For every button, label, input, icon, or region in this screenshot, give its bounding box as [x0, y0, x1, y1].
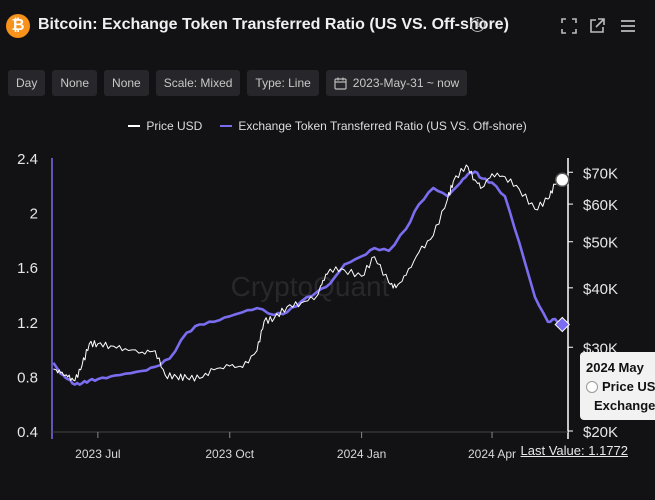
chart-toolbar: Day None None Scale: Mixed Type: Line 20…	[8, 70, 468, 96]
y-left-tick-label: 1.6	[17, 260, 38, 277]
y-left-tick-label: 2.4	[17, 151, 38, 168]
legend-item-ratio[interactable]: Exchange Token Transferred Ratio (US VS.…	[220, 119, 527, 133]
x-tick-label: 2024 Jan	[337, 447, 386, 461]
y-right-tick-label: $20K	[583, 424, 618, 441]
tooltip-ratio-marker-icon	[584, 401, 592, 410]
y-left-tick-label: 0.8	[17, 369, 38, 386]
y-left-tick-label: 0.4	[17, 424, 38, 441]
chart-title: Bitcoin: Exchange Token Transferred Rati…	[38, 16, 509, 33]
tooltip-row-price: Price USD	[586, 377, 655, 396]
tooltip-ratio-label: Exchange Token Transferred Ratio (US VS.…	[594, 398, 655, 413]
tooltip-date: 2024 May	[586, 360, 644, 375]
tooltip-price-marker-icon	[586, 380, 598, 393]
chart-plot[interactable]: CryptoQuant2.421.61.20.80.4$70K$60K$50K$…	[0, 140, 655, 475]
interval-day-button[interactable]: Day	[8, 70, 46, 96]
tooltip-price-label: Price USD	[602, 379, 655, 394]
x-tick-label: 2023 Jul	[75, 447, 120, 461]
expand-icon[interactable]	[560, 17, 578, 35]
ratio-last-point-marker	[554, 316, 571, 333]
overlay-select[interactable]: None	[104, 70, 149, 96]
x-tick-label: 2024 Apr	[468, 447, 516, 461]
y-left-tick-label: 2	[30, 206, 38, 223]
y-left-tick-label: 1.2	[17, 315, 38, 332]
y-right-tick-label: $40K	[583, 281, 618, 298]
price-series-line	[53, 164, 563, 382]
price-last-point-marker	[555, 172, 570, 188]
menu-icon[interactable]	[619, 17, 637, 35]
moving-average-select[interactable]: None	[52, 70, 98, 96]
ratio-series-line	[52, 170, 564, 386]
last-value-label[interactable]: Last Value: 1.1772	[520, 443, 628, 458]
date-range-label: 2023-May-31 ~ now	[352, 76, 460, 90]
x-tick-label: 2023 Oct	[205, 447, 254, 461]
scale-select[interactable]: Scale: Mixed	[155, 70, 241, 96]
chart-legend: Price USD Exchange Token Transferred Rat…	[0, 119, 655, 133]
legend-swatch-ratio	[220, 125, 233, 127]
info-icon[interactable]: i	[470, 17, 485, 32]
tooltip-row-ratio: Exchange Token Transferred Ratio (US VS.…	[584, 396, 655, 415]
bitcoin-logo-icon: ₿	[6, 14, 30, 38]
date-range-picker[interactable]: 2023-May-31 ~ now	[325, 70, 468, 96]
legend-item-price[interactable]: Price USD	[128, 119, 202, 133]
legend-label-ratio: Exchange Token Transferred Ratio (US VS.…	[238, 119, 527, 133]
legend-label-price: Price USD	[146, 119, 203, 133]
y-right-tick-label: $60K	[583, 197, 618, 214]
hover-tooltip: 2024 May Price USD Exchange Token Transf…	[580, 352, 655, 420]
chart-header: ₿ Bitcoin: Exchange Token Transferred Ra…	[0, 0, 655, 54]
legend-swatch-price	[128, 125, 141, 127]
open-external-icon[interactable]	[588, 17, 606, 35]
y-right-tick-label: $70K	[583, 165, 618, 182]
calendar-icon	[334, 77, 347, 90]
chart-type-select[interactable]: Type: Line	[247, 70, 319, 96]
y-right-tick-label: $50K	[583, 235, 618, 252]
